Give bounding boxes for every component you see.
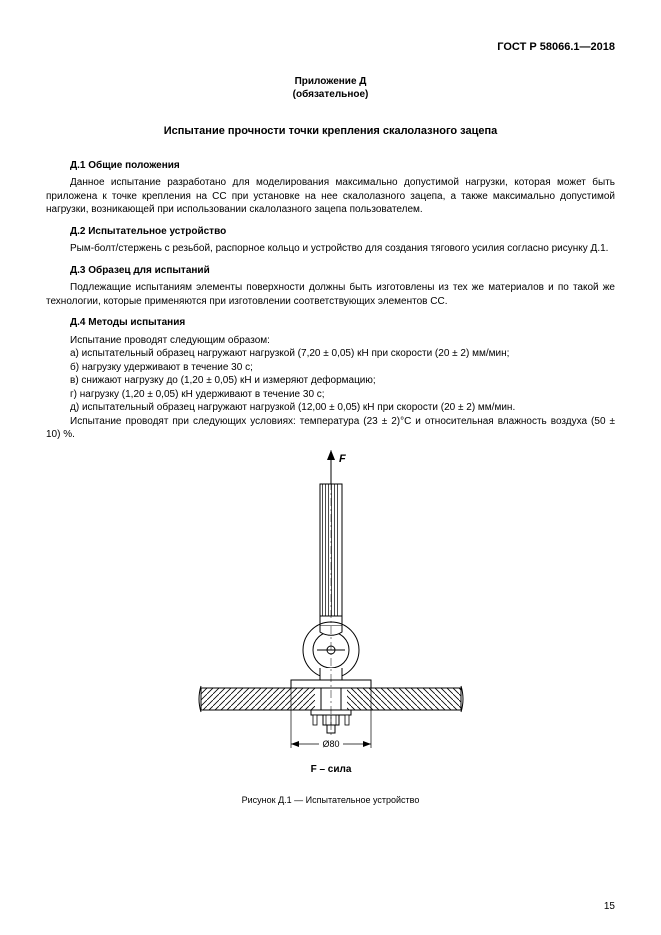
paragraph: Данное испытание разработано для моделир… xyxy=(46,176,615,217)
force-label: F xyxy=(339,453,346,465)
paragraph: Подлежащие испытаниям элементы поверхнос… xyxy=(46,281,615,308)
list-item: а) испытательный образец нагружают нагру… xyxy=(46,347,615,361)
list-item: в) снижают нагрузку до (1,20 ± 0,05) кН … xyxy=(46,374,615,388)
section-heading-d1: Д.1 Общие положения xyxy=(46,159,615,173)
annex-title: Испытание прочности точки крепления скал… xyxy=(46,124,615,139)
annex-label: Приложение Д xyxy=(46,75,615,89)
list-item: д) испытательный образец нагружают нагру… xyxy=(46,401,615,415)
figure-caption: Рисунок Д.1 — Испытательное устройство xyxy=(46,794,615,806)
section-heading-d3: Д.3 Образец для испытаний xyxy=(46,264,615,278)
paragraph: Испытание проводят при следующих условия… xyxy=(46,415,615,442)
force-arrow: F xyxy=(327,450,346,484)
list-item: б) нагрузку удерживают в течение 30 с; xyxy=(46,361,615,375)
test-apparatus-diagram: F xyxy=(171,448,491,788)
section-heading-d4: Д.4 Методы испытания xyxy=(46,316,615,330)
annex-heading: Приложение Д (обязательное) xyxy=(46,75,615,102)
figure-legend: F – сила xyxy=(310,764,351,775)
section-heading-d2: Д.2 Испытательное устройство xyxy=(46,225,615,239)
paragraph: Рым-болт/стержень с резьбой, распорное к… xyxy=(46,242,615,256)
paragraph: Испытание проводят следующим образом: xyxy=(46,334,615,348)
page-number: 15 xyxy=(604,900,615,914)
annex-type: (обязательное) xyxy=(46,88,615,102)
page: ГОСТ Р 58066.1—2018 Приложение Д (обязат… xyxy=(0,0,661,935)
dimension-label: Ø80 xyxy=(322,739,339,749)
document-id: ГОСТ Р 58066.1—2018 xyxy=(46,40,615,55)
list-item: г) нагрузку (1,20 ± 0,05) кН удерживают … xyxy=(46,388,615,402)
figure-d1: F xyxy=(46,448,615,806)
